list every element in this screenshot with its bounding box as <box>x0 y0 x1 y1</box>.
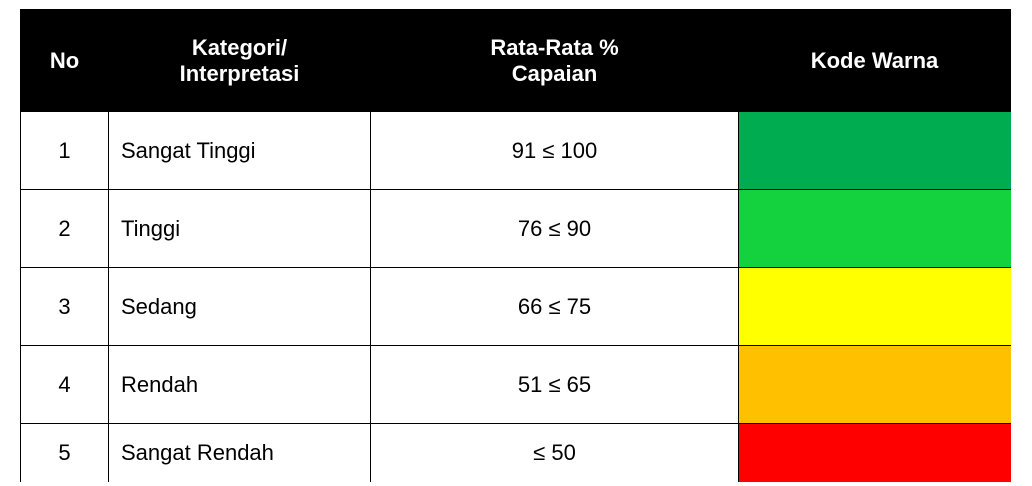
category-cell: Rendah <box>108 345 371 424</box>
category-cell: Sangat Rendah <box>108 423 371 482</box>
table-body: 1 Sangat Tinggi 91 ≤ 100 2 Tinggi 76 ≤ 90 3 Sed… <box>20 111 1011 482</box>
color-swatch <box>738 345 1011 424</box>
table-row: 3 Sedang 66 ≤ 75 <box>20 267 1011 346</box>
range-cell: ≤ 50 <box>370 423 739 482</box>
table-container: No Kategori/ Interpretasi Rata-Rata % Capa… <box>20 9 1011 482</box>
table-row: 2 Tinggi 76 ≤ 90 <box>20 189 1011 268</box>
color-swatch <box>738 111 1011 190</box>
header-cell: Kategori/ Interpretasi <box>108 9 371 112</box>
table-row: 1 Sangat Tinggi 91 ≤ 100 <box>20 111 1011 190</box>
header-cell: Rata-Rata % Capaian <box>370 9 739 112</box>
color-swatch <box>738 189 1011 268</box>
number-cell: 1 <box>20 111 109 190</box>
category-table: No Kategori/ Interpretasi Rata-Rata % Capa… <box>20 9 1011 482</box>
number-cell: 5 <box>20 423 109 482</box>
category-cell: Tinggi <box>108 189 371 268</box>
range-cell: 51 ≤ 65 <box>370 345 739 424</box>
color-swatch <box>738 267 1011 346</box>
header-cell: Kode Warna <box>738 9 1011 112</box>
color-swatch <box>738 423 1011 482</box>
header-row: No Kategori/ Interpretasi Rata-Rata % Capa… <box>20 9 1011 112</box>
number-cell: 3 <box>20 267 109 346</box>
table-row: 4 Rendah 51 ≤ 65 <box>20 345 1011 424</box>
number-cell: 4 <box>20 345 109 424</box>
table-row: 5 Sangat Rendah ≤ 50 <box>20 423 1011 482</box>
range-cell: 91 ≤ 100 <box>370 111 739 190</box>
range-cell: 66 ≤ 75 <box>370 267 739 346</box>
range-cell: 76 ≤ 90 <box>370 189 739 268</box>
header-cell: No <box>20 9 109 112</box>
category-cell: Sedang <box>108 267 371 346</box>
number-cell: 2 <box>20 189 109 268</box>
category-cell: Sangat Tinggi <box>108 111 371 190</box>
